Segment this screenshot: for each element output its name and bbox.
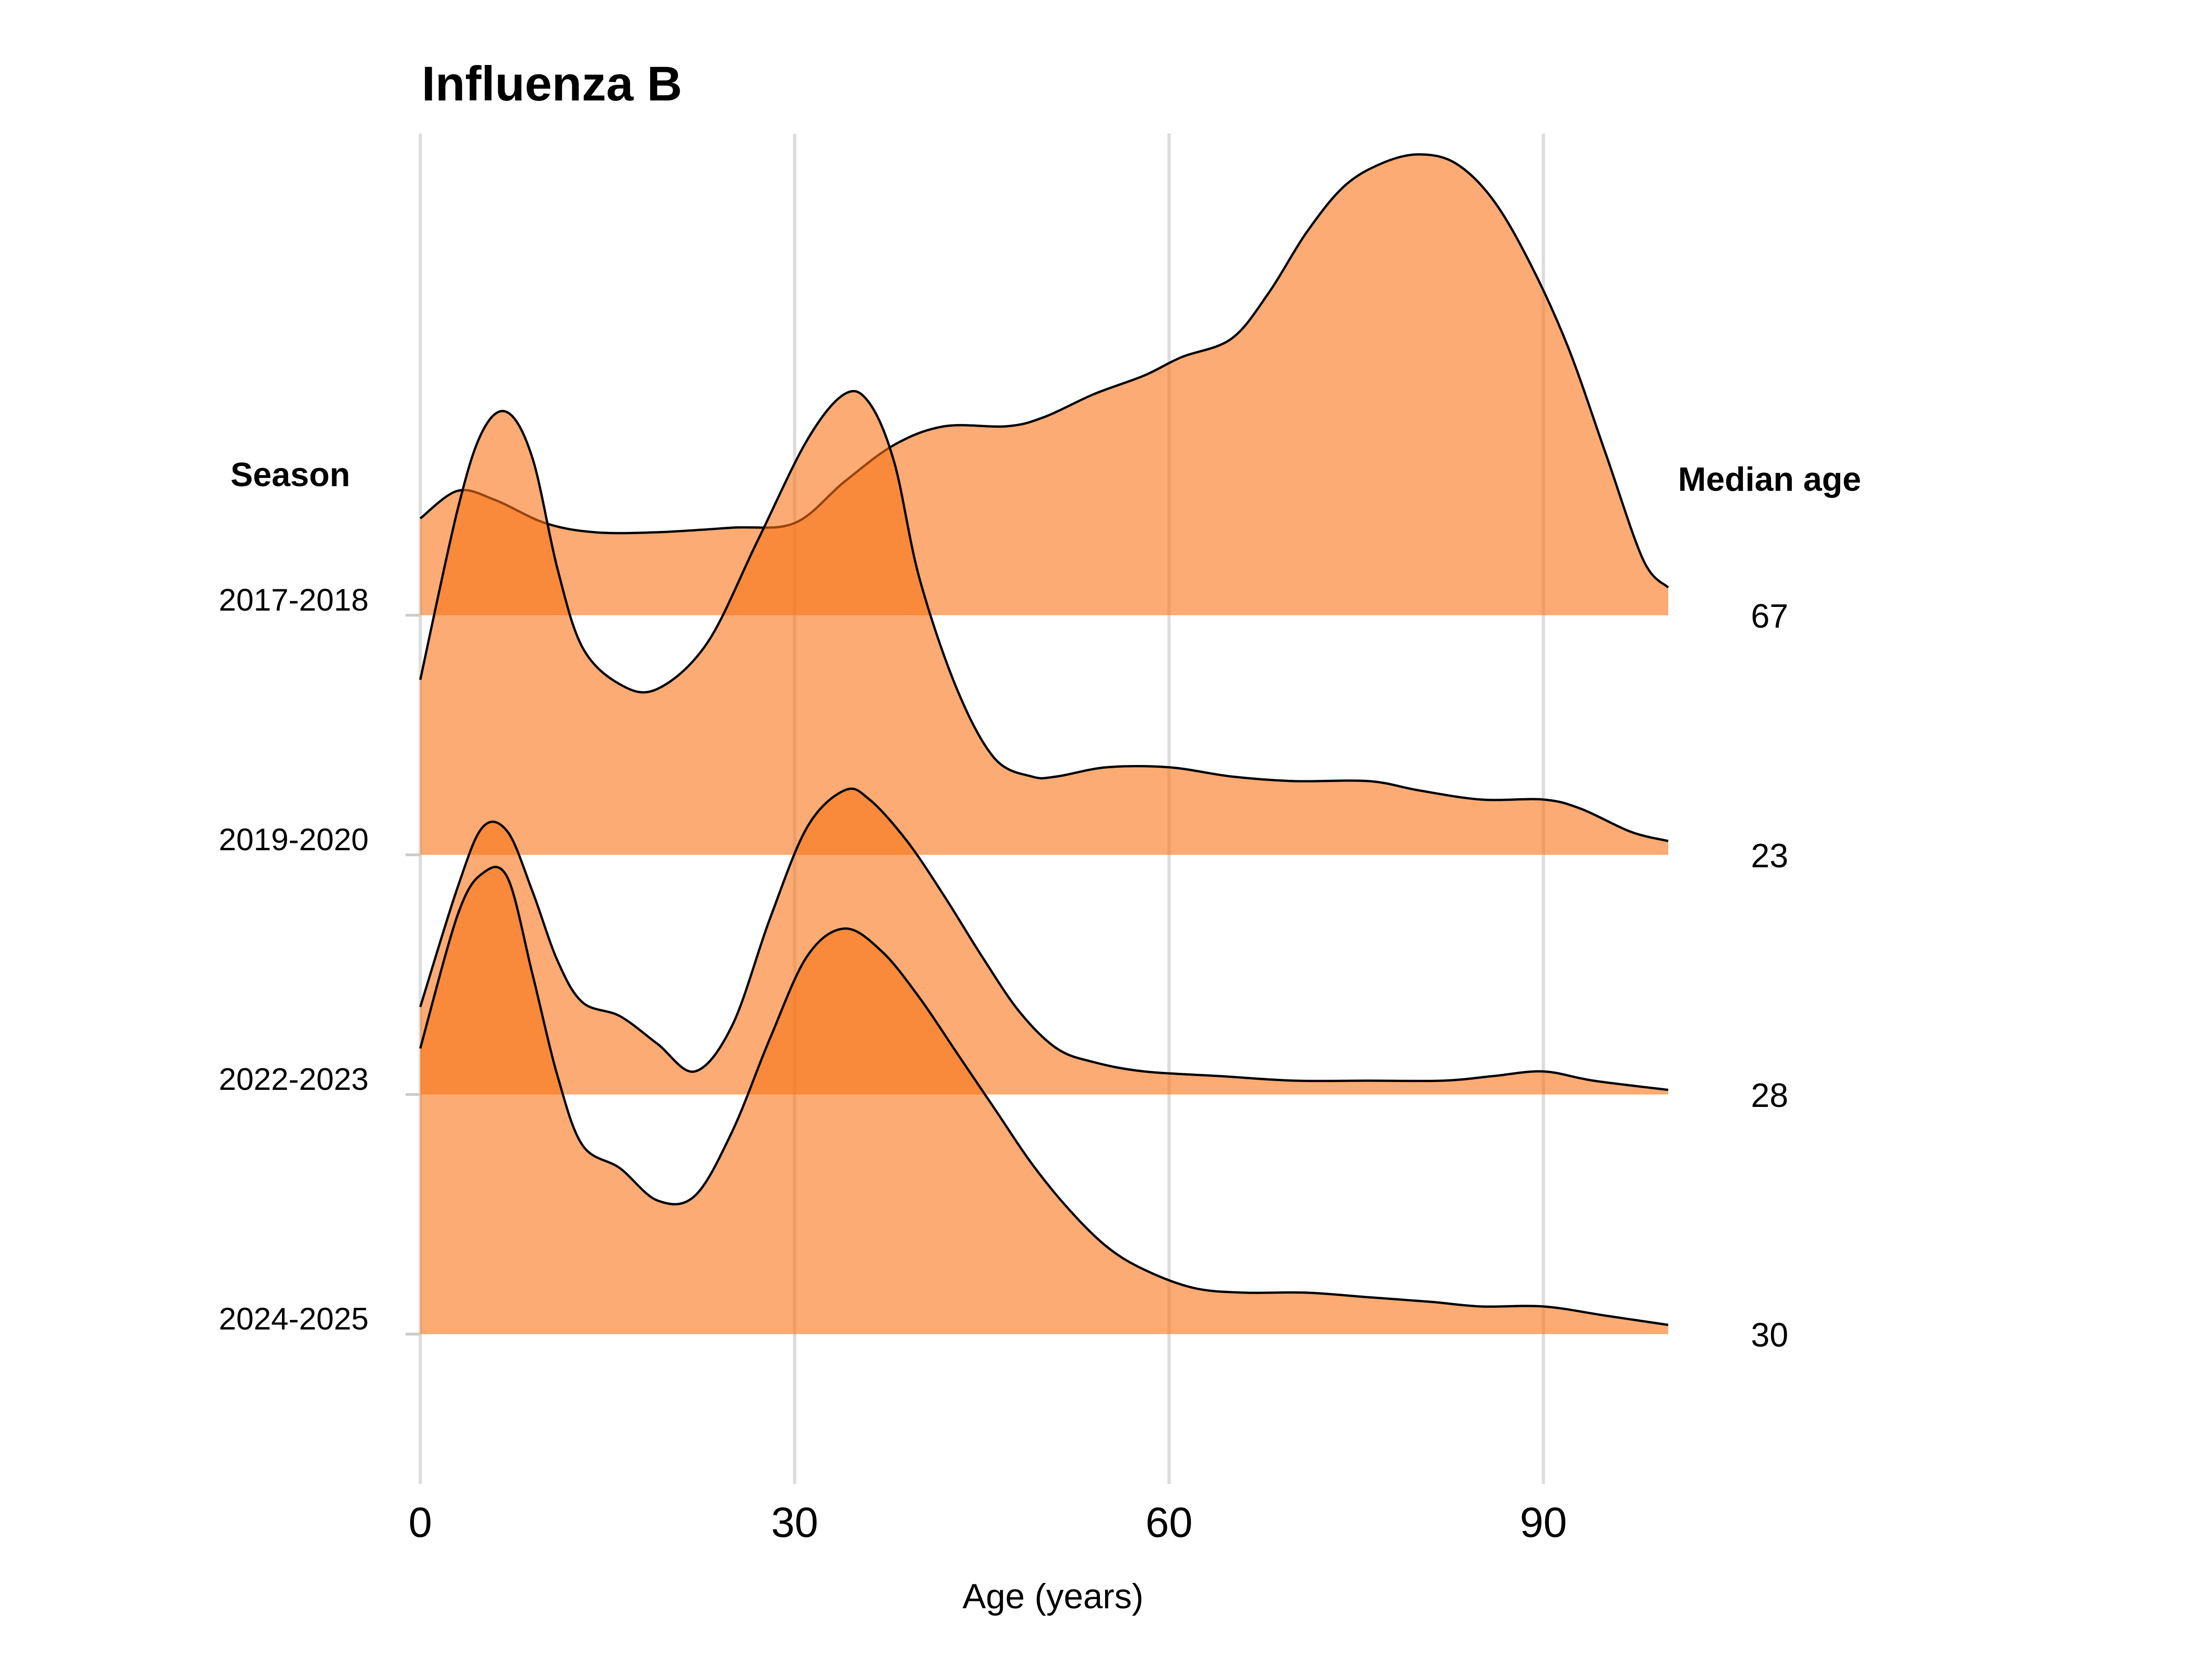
ridge-line-2024-2025 [419,865,1669,1326]
x-tick-label-60: 60 [1146,1499,1193,1546]
ridge-line-2017-2018 [419,153,1669,588]
ridge-area-2017-2018 [420,154,1668,615]
season-header: Season [230,456,350,494]
x-tick-label-90: 90 [1520,1499,1567,1546]
x-axis-label: Age (years) [963,1577,1144,1616]
chart-title: Influenza B [422,57,682,111]
ridges [419,153,1669,1334]
median-age-2024-2025: 30 [1751,1317,1788,1354]
x-tick-label-30: 30 [771,1499,818,1546]
labels: Influenza B Season Median age Age (years… [219,57,1861,1616]
ridge-line-2022-2023 [419,787,1669,1091]
median-age-2017-2018: 67 [1751,598,1788,635]
ridge-area-2019-2020 [420,391,1668,855]
median-age-header: Median age [1678,461,1861,498]
ridge-line-2019-2020 [419,390,1669,842]
season-label-2019-2020: 2019-2020 [219,822,369,857]
median-age-2019-2020: 23 [1751,837,1788,875]
ridge-area-2024-2025 [420,867,1668,1334]
season-label-2017-2018: 2017-2018 [219,582,369,618]
season-label-2022-2023: 2022-2023 [219,1062,369,1097]
median-age-2022-2023: 28 [1751,1077,1788,1114]
x-tick-label-0: 0 [408,1499,432,1546]
season-label-2024-2025: 2024-2025 [219,1301,369,1336]
